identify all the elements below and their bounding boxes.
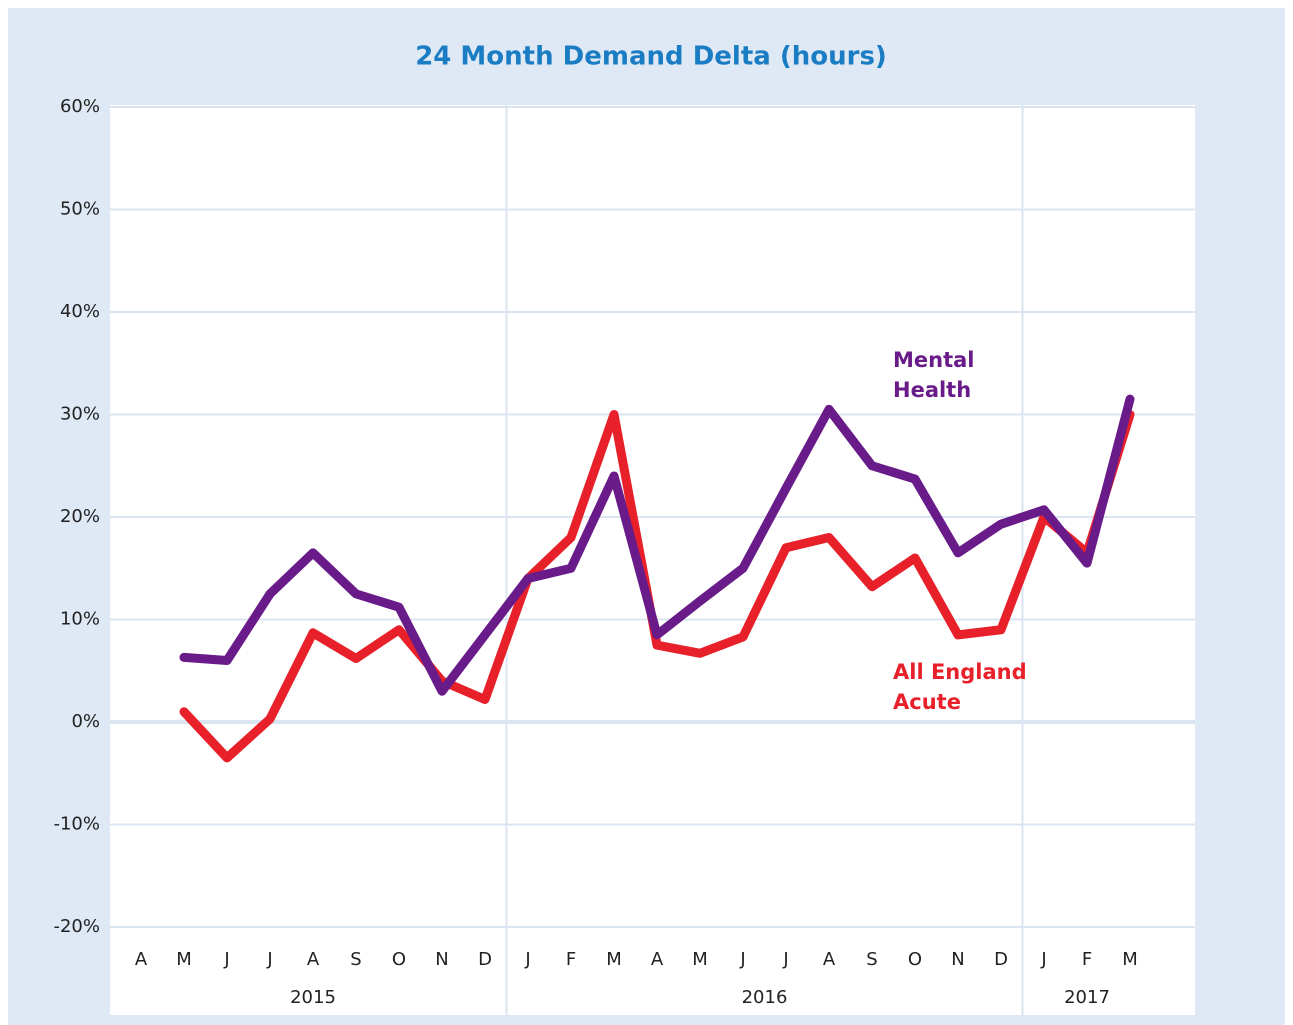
x-tick-label: J [223,949,229,970]
x-tick-label: A [307,949,320,970]
y-tick-label: 50% [60,199,100,220]
x-tick-label: F [1082,949,1092,970]
x-tick-label: J [524,949,530,970]
x-group-label: 2016 [742,987,788,1008]
x-tick-label: F [566,949,576,970]
series-label: Mental Health [893,348,975,402]
series-label: All England Acute [893,660,1027,714]
x-tick-label: M [1122,949,1138,970]
x-group-label: 2017 [1064,987,1110,1008]
x-tick-label: S [866,949,877,970]
series-line [179,410,1135,763]
x-tick-label: J [739,949,745,970]
x-tick-label: J [1040,949,1046,970]
series-line [179,394,1135,696]
x-tick-label: N [435,949,448,970]
y-tick-label: 40% [60,301,100,322]
x-group-label: 2015 [290,987,336,1008]
x-tick-label: O [908,949,922,970]
x-tick-label: J [266,949,272,970]
y-tick-label: -10% [53,814,100,835]
x-tick-label: S [350,949,361,970]
plot-area [110,105,1195,1015]
y-tick-label: 20% [60,506,100,527]
x-tick-label: M [606,949,622,970]
y-tick-label: 10% [60,609,100,630]
x-tick-label: M [692,949,708,970]
chart-title: 24 Month Demand Delta (hours) [415,42,887,72]
y-tick-label: 60% [60,96,100,117]
x-tick-label: N [951,949,964,970]
x-tick-label: M [176,949,192,970]
x-tick-label: D [994,949,1008,970]
y-tick-label: -20% [53,916,100,937]
y-tick-label: 0% [71,711,100,732]
x-tick-label: O [392,949,406,970]
x-tick-label: D [478,949,492,970]
y-tick-label: 30% [60,404,100,425]
x-tick-label: J [782,949,788,970]
x-tick-label: A [651,949,664,970]
x-tick-label: A [823,949,836,970]
x-tick-label: A [135,949,148,970]
